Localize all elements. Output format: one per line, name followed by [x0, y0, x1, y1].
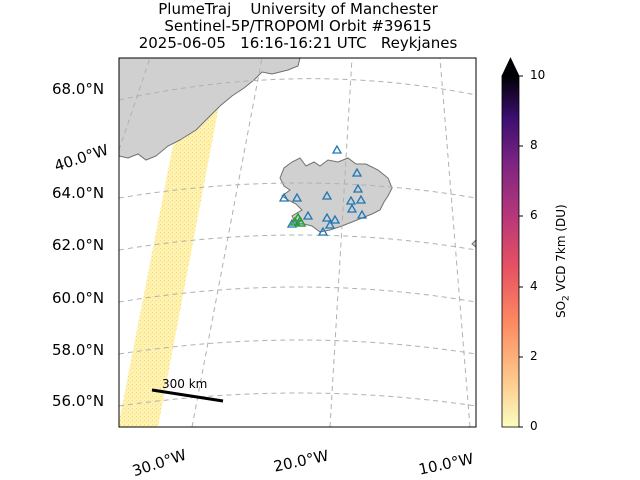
title-line-1: PlumeTraj University of Manchester [158, 0, 438, 18]
volcano-marker [356, 209, 368, 219]
active-volcano-marker [289, 216, 301, 226]
lat-label-68n: 68.0°N [52, 80, 105, 98]
colorbar-tick-label: 10 [530, 68, 546, 82]
parallel-68n [119, 78, 476, 101]
active-volcano-marker [292, 212, 304, 222]
colorbar-label: SO2 VCD 7km (DU) [554, 204, 571, 318]
lat-label-60n: 60.0°N [52, 289, 105, 307]
volcano-marker [302, 210, 314, 220]
colorbar-label-subscript: 2 [561, 295, 572, 301]
volcano-marker [317, 226, 329, 236]
volcano-markers [278, 144, 368, 236]
colorbar [501, 57, 523, 428]
meridian-20w [329, 58, 353, 427]
meridian-40w [119, 58, 151, 151]
volcano-marker [352, 183, 364, 193]
volcano-marker [286, 218, 298, 228]
title-line-3: 2025-06-05 16:16-16:21 UTC Reykjanes [138, 34, 458, 52]
parallel-64n [119, 182, 476, 199]
faroe-edge [471, 239, 476, 248]
volcano-marker [355, 194, 367, 204]
volcano-marker [351, 167, 363, 177]
colorbar-tick-label: 4 [530, 279, 538, 293]
scale-bar-label: 300 km [162, 377, 208, 391]
colorbar-gradient [501, 75, 520, 428]
volcano-marker [291, 192, 303, 202]
lat-label-64n: 64.0°N [52, 184, 105, 202]
volcano-marker [321, 190, 333, 200]
volcano-marker [345, 195, 357, 205]
parallel-62n [119, 234, 476, 251]
parallel-56n [119, 392, 476, 407]
colorbar-tick-label: 8 [530, 138, 538, 152]
colorbar-tick-label: 6 [530, 208, 538, 222]
map-frame [118, 57, 477, 428]
lat-label-62n: 62.0°N [52, 236, 105, 254]
volcano-marker [278, 192, 290, 202]
colorbar-label-prefix: SO [554, 300, 568, 318]
lat-label-56n: 56.0°N [52, 392, 105, 410]
colorbar-extend-arrow [501, 57, 520, 77]
colorbar-label-suffix: VCD 7km (DU) [554, 204, 568, 296]
scale-bar [151, 388, 224, 403]
volcano-marker [321, 212, 333, 222]
active-volcano-markers [289, 212, 307, 227]
volcano-marker [324, 219, 336, 229]
volcano-marker [331, 144, 343, 154]
colorbar-tick-label: 0 [530, 419, 538, 433]
colorbar-tick-label: 2 [530, 349, 538, 363]
graticule [119, 58, 476, 427]
greenland-landmass [119, 58, 301, 161]
lat-label-58n: 58.0°N [52, 341, 105, 359]
volcano-marker [346, 203, 358, 213]
meridian-10w [439, 58, 471, 427]
parallel-58n [119, 339, 476, 355]
active-volcano-marker [295, 217, 307, 227]
parallel-60n [119, 286, 476, 303]
title-line-2: Sentinel-5P/TROPOMI Orbit #39615 [164, 17, 432, 35]
volcano-marker [329, 214, 341, 224]
